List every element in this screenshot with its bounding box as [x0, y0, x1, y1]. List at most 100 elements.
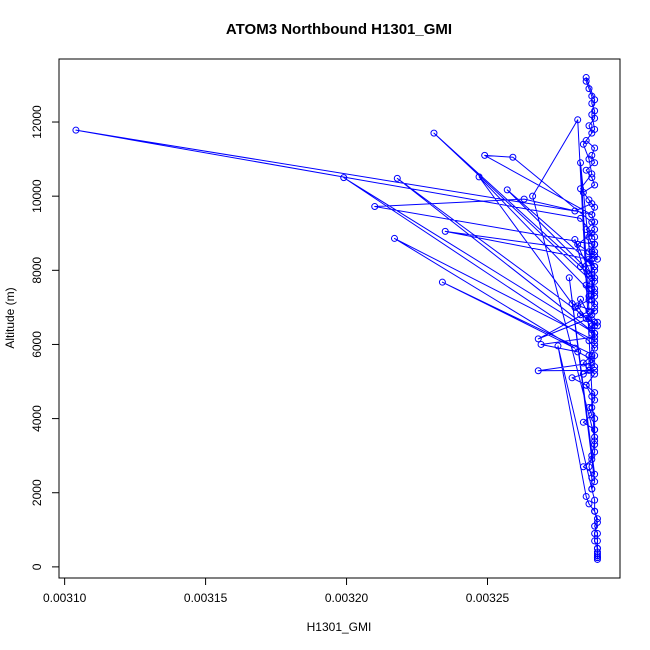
- data-point: [579, 140, 587, 148]
- data-point: [591, 496, 599, 504]
- data-point: [588, 277, 596, 285]
- data-point: [588, 403, 596, 411]
- data-point: [340, 174, 348, 182]
- data-point: [588, 455, 596, 463]
- y-axis-label: Altitude (m): [3, 287, 17, 348]
- data-point: [593, 554, 601, 562]
- data-point: [588, 352, 596, 360]
- data-point: [591, 226, 599, 234]
- data-point: [577, 159, 585, 167]
- data-point: [554, 342, 562, 350]
- data-point: [393, 174, 401, 182]
- y-tick-label: 12000: [30, 105, 44, 139]
- data-point: [593, 544, 601, 552]
- data-point: [588, 218, 596, 226]
- data-point: [585, 155, 593, 163]
- data-point: [591, 322, 599, 330]
- data-point: [588, 485, 596, 493]
- data-point: [591, 329, 599, 337]
- data-point: [588, 200, 596, 208]
- data-point: [534, 367, 542, 375]
- data-point: [72, 126, 80, 134]
- data-point: [591, 389, 599, 397]
- data-point: [579, 418, 587, 426]
- data-point: [509, 153, 517, 161]
- data-point: [588, 255, 596, 263]
- y-tick-label: 6000: [30, 331, 44, 358]
- data-point: [591, 240, 599, 248]
- data-point: [585, 307, 593, 315]
- data-point: [591, 277, 599, 285]
- data-point: [591, 218, 599, 226]
- data-point: [571, 236, 579, 244]
- data-point: [591, 159, 599, 167]
- data-point: [577, 185, 585, 193]
- data-point: [534, 335, 542, 343]
- data-point: [574, 302, 582, 310]
- data-point: [481, 151, 489, 159]
- data-point: [585, 500, 593, 508]
- data-point: [591, 396, 599, 404]
- data-point: [593, 552, 601, 560]
- y-tick-label: 10000: [30, 179, 44, 213]
- data-point: [591, 441, 599, 449]
- x-tick-label: 0.00320: [325, 591, 369, 605]
- data-point: [571, 344, 579, 352]
- data-point: [582, 226, 590, 234]
- data-point: [591, 470, 599, 478]
- data-point: [591, 248, 599, 256]
- data-point: [591, 125, 599, 133]
- data-point: [529, 192, 537, 200]
- y-tick-label: 0: [30, 563, 44, 570]
- data-point: [574, 116, 582, 124]
- y-axis: 0 2000 4000 6000 8000 10000 12000: [30, 105, 60, 570]
- data-point: [588, 285, 596, 293]
- data-point: [588, 174, 596, 182]
- data-point: [390, 234, 398, 242]
- data-point: [585, 233, 593, 241]
- y-tick-label: 2000: [30, 479, 44, 506]
- data-point: [588, 270, 596, 278]
- data-point: [588, 111, 596, 119]
- data-point: [585, 285, 593, 293]
- data-point: [582, 74, 590, 82]
- data-point: [371, 203, 379, 211]
- plot-frame: [58, 58, 621, 579]
- data-point: [591, 263, 599, 271]
- data-point: [591, 433, 599, 441]
- data-point: [588, 170, 596, 178]
- data-point: [503, 186, 511, 194]
- data-point: [593, 515, 601, 523]
- data-point: [579, 463, 587, 471]
- data-point: [438, 278, 446, 286]
- data-point: [582, 166, 590, 174]
- x-tick-label: 0.00315: [184, 591, 228, 605]
- data-point: [588, 211, 596, 219]
- data-point: [591, 530, 599, 538]
- data-point: [441, 227, 449, 235]
- data-point: [591, 144, 599, 152]
- data-point: [591, 522, 599, 530]
- data-point: [582, 77, 590, 85]
- series-layer: [72, 74, 601, 563]
- data-point: [582, 315, 590, 322]
- data-point: [591, 300, 599, 308]
- data-point: [593, 530, 601, 538]
- series-line: [75, 77, 598, 560]
- data-point: [475, 173, 483, 181]
- x-tick-label: 0.00325: [466, 591, 510, 605]
- chart-title: ATOM3 Northbound H1301_GMI: [226, 21, 452, 38]
- data-point: [588, 359, 596, 367]
- data-point: [585, 315, 593, 322]
- data-point: [588, 411, 596, 419]
- x-tick-label: 0.00310: [43, 591, 87, 605]
- data-point: [591, 437, 599, 445]
- data-point: [585, 292, 593, 300]
- data-point: [593, 537, 601, 545]
- data-point: [579, 359, 587, 367]
- data-point: [591, 333, 599, 341]
- data-point: [577, 263, 585, 271]
- data-point: [430, 129, 438, 137]
- data-point: [577, 311, 585, 319]
